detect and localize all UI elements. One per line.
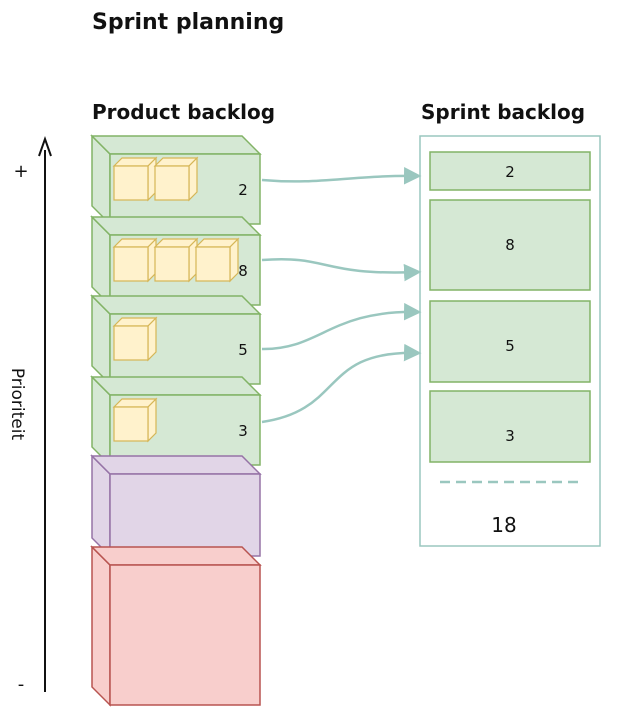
box-front-face (109, 473, 261, 557)
box-top-face (90, 546, 262, 566)
box-top-face (90, 295, 262, 315)
sprint-item-points: 8 (505, 236, 515, 254)
product-backlog-stack: 2 8 5 3 (90, 134, 262, 707)
sprint-item-points: 5 (505, 337, 515, 355)
sprint-backlog-item: 8 (429, 199, 591, 291)
story-cube-icon (112, 397, 158, 443)
product-item-points: 2 (238, 181, 248, 199)
sprint-backlog-container: 2 8 5 3 18 (419, 135, 601, 547)
arrow-item-5 (261, 302, 422, 351)
product-backlog-item (90, 454, 262, 558)
product-backlog-heading: Product backlog (92, 100, 275, 124)
product-item-points: 5 (238, 341, 248, 359)
product-backlog-item: 8 (90, 215, 262, 307)
backlog-arrows (261, 167, 422, 424)
sprint-item-box (429, 390, 591, 463)
product-item-points: 3 (238, 422, 248, 440)
box-top-face (90, 216, 262, 236)
product-backlog-item: 5 (90, 294, 262, 386)
sprint-item-box (429, 151, 591, 191)
arrow-item-3 (261, 343, 422, 424)
priority-low-mark: - (18, 674, 25, 695)
box-top-face (90, 455, 262, 475)
box-top-face (90, 135, 262, 155)
product-backlog-item: 2 (90, 134, 262, 226)
box-side-face (91, 545, 111, 707)
sprint-item-box (429, 199, 591, 291)
box-top-face (90, 376, 262, 396)
story-cube-icon (112, 316, 158, 362)
priority-high-mark: + (13, 161, 28, 182)
sprint-item-points: 3 (505, 427, 515, 445)
priority-axis: + - Prioriteit (7, 135, 52, 695)
sprint-backlog-items: 2 8 5 3 (429, 151, 591, 463)
sprint-item-points: 2 (505, 163, 515, 181)
arrow-item-8 (261, 258, 422, 282)
sprint-item-box (429, 300, 591, 383)
box-front-face (109, 564, 261, 706)
story-cube-icon (153, 237, 199, 283)
story-cube-icon (194, 237, 240, 283)
sprint-backlog-item: 5 (429, 300, 591, 383)
diagram-title: Sprint planning (92, 10, 284, 35)
product-item-points: 8 (238, 262, 248, 280)
product-backlog-item: 3 (90, 375, 262, 467)
priority-axis-label: Prioriteit (7, 368, 27, 441)
story-cube-icon (112, 237, 158, 283)
sprint-backlog-item: 2 (429, 151, 591, 191)
story-cube-icon (112, 156, 158, 202)
product-backlog-item (90, 545, 262, 707)
sprint-backlog-item: 3 (429, 390, 591, 463)
arrow-item-2 (261, 167, 422, 185)
sprint-backlog-heading: Sprint backlog (421, 100, 585, 124)
sprint-total: 18 (491, 513, 516, 537)
story-cube-icon (153, 156, 199, 202)
